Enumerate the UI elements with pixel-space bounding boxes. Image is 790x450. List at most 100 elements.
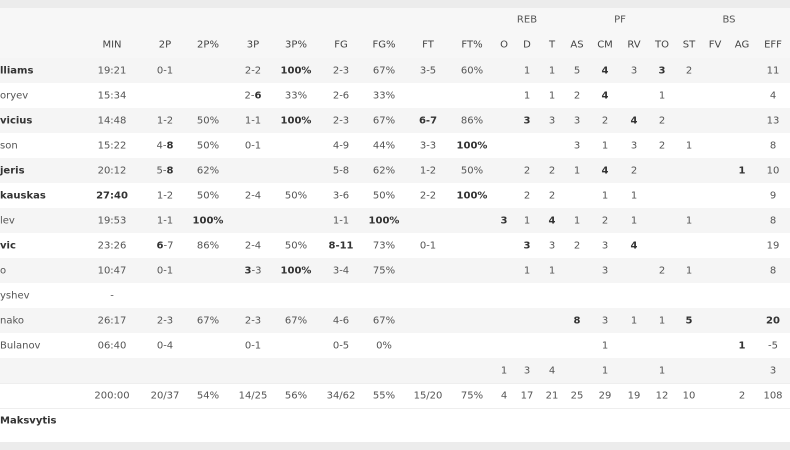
stat-cell: 100% — [280, 65, 312, 76]
stat-cell: 5-8 — [157, 165, 174, 176]
stat-cell: 13 — [766, 115, 780, 126]
stat-cell: 3 — [630, 140, 638, 151]
stat-cell: 1 — [630, 215, 638, 226]
stat-cell: 3 — [573, 140, 581, 151]
stat-cell: 25 — [570, 390, 584, 401]
top-bar — [0, 0, 790, 8]
player-name: o — [0, 265, 7, 276]
stat-cell: 2 — [630, 165, 638, 176]
stat-cell: 0-1 — [244, 140, 262, 151]
stat-cell: 4 — [500, 390, 508, 401]
stat-cell: 2-6 — [332, 90, 350, 101]
cell-part: -7 — [163, 240, 174, 251]
stat-cell: 1 — [738, 165, 746, 176]
column-header: EFF — [764, 39, 782, 51]
stat-cell: 100% — [368, 215, 400, 226]
stat-cell: 67% — [372, 65, 396, 76]
stat-cell: 3-3 — [245, 265, 262, 276]
column-header: FT% — [461, 39, 483, 51]
stat-cell: 5-8 — [332, 165, 350, 176]
column-header: FG — [334, 39, 348, 51]
column-header: AG — [734, 39, 750, 51]
stat-cell: 3 — [601, 265, 609, 276]
stat-cell: 86% — [196, 240, 220, 251]
stat-cell: 8-11 — [328, 240, 354, 251]
stat-cell: 75% — [372, 265, 396, 276]
stat-cell: 3-6 — [332, 190, 350, 201]
stat-cell: 4 — [548, 215, 556, 226]
group-header: BS — [722, 14, 736, 26]
row-band — [0, 258, 790, 283]
stat-cell: 4 — [630, 115, 638, 126]
stat-cell: 3 — [548, 115, 556, 126]
stat-cell: 0% — [376, 340, 392, 351]
stat-cell: 4-8 — [157, 140, 174, 151]
stat-cell: 11 — [766, 65, 780, 76]
cell-part: 2- — [244, 90, 255, 101]
stat-cell: 3 — [630, 65, 638, 76]
stat-cell: 108 — [763, 390, 783, 401]
stat-cell: 2-4 — [244, 190, 262, 201]
stat-cell: 54% — [196, 390, 220, 401]
player-name: lliams — [0, 65, 34, 76]
stat-cell: 2 — [548, 165, 556, 176]
stat-cell: 19 — [766, 240, 780, 251]
column-header: TO — [655, 39, 669, 51]
stat-cell: 8 — [573, 315, 581, 326]
stat-cell: 86% — [460, 115, 484, 126]
stat-cell: 62% — [372, 165, 396, 176]
row-divider — [0, 383, 790, 384]
player-name: Bulanov — [0, 340, 41, 351]
stat-cell: 100% — [192, 215, 224, 226]
stat-cell: 19:53 — [97, 215, 127, 226]
stat-cell: 1 — [658, 315, 666, 326]
stat-cell: 4 — [769, 90, 777, 101]
stat-cell: 5 — [685, 315, 693, 326]
column-header: 2P — [158, 39, 172, 51]
stat-cell: 67% — [372, 315, 396, 326]
stat-cell: 1 — [738, 340, 746, 351]
row-band — [0, 308, 790, 333]
column-header: MIN — [102, 39, 122, 51]
player-name: lev — [0, 215, 15, 226]
cell-part: 3 — [244, 265, 252, 276]
stat-cell: 33% — [372, 90, 396, 101]
stat-cell: 9 — [769, 190, 777, 201]
stat-cell: 6-7 — [418, 115, 438, 126]
stat-cell: 0-4 — [156, 340, 174, 351]
stat-cell: 3 — [548, 240, 556, 251]
stat-cell: 100% — [280, 265, 312, 276]
stat-cell: 3-5 — [419, 65, 437, 76]
stat-cell: 1-2 — [156, 115, 174, 126]
stat-cell: 50% — [196, 190, 220, 201]
stat-cell: 4 — [601, 90, 609, 101]
stat-cell: 06:40 — [97, 340, 127, 351]
cell-part: 8 — [166, 165, 174, 176]
stat-cell: 50% — [196, 115, 220, 126]
stat-cell: 1 — [548, 90, 556, 101]
stat-cell: 67% — [284, 315, 308, 326]
stat-cell: 2 — [658, 140, 666, 151]
column-header: FT — [422, 39, 434, 51]
stat-cell: 15:22 — [97, 140, 127, 151]
stat-cell: 1-1 — [156, 215, 174, 226]
stat-cell: 21 — [545, 390, 559, 401]
column-header: 3P% — [285, 39, 307, 51]
stat-cell: 1 — [685, 215, 693, 226]
stat-cell: 3 — [769, 365, 777, 376]
stat-cell: 1 — [523, 265, 531, 276]
stat-cell: 2 — [548, 190, 556, 201]
cell-part: -3 — [251, 265, 262, 276]
group-header: PF — [614, 14, 626, 26]
stat-cell: 4-9 — [332, 140, 350, 151]
stat-cell: 3-3 — [419, 140, 437, 151]
column-header: ST — [682, 39, 696, 51]
stat-cell: 1 — [573, 215, 581, 226]
stat-cell: 100% — [456, 190, 488, 201]
stat-cell: 75% — [460, 390, 484, 401]
stat-cell: 73% — [372, 240, 396, 251]
stat-cell: 0-1 — [156, 265, 174, 276]
stat-cell: 26:17 — [97, 315, 127, 326]
stat-cell: 67% — [372, 115, 396, 126]
stat-cell: 0-1 — [419, 240, 437, 251]
